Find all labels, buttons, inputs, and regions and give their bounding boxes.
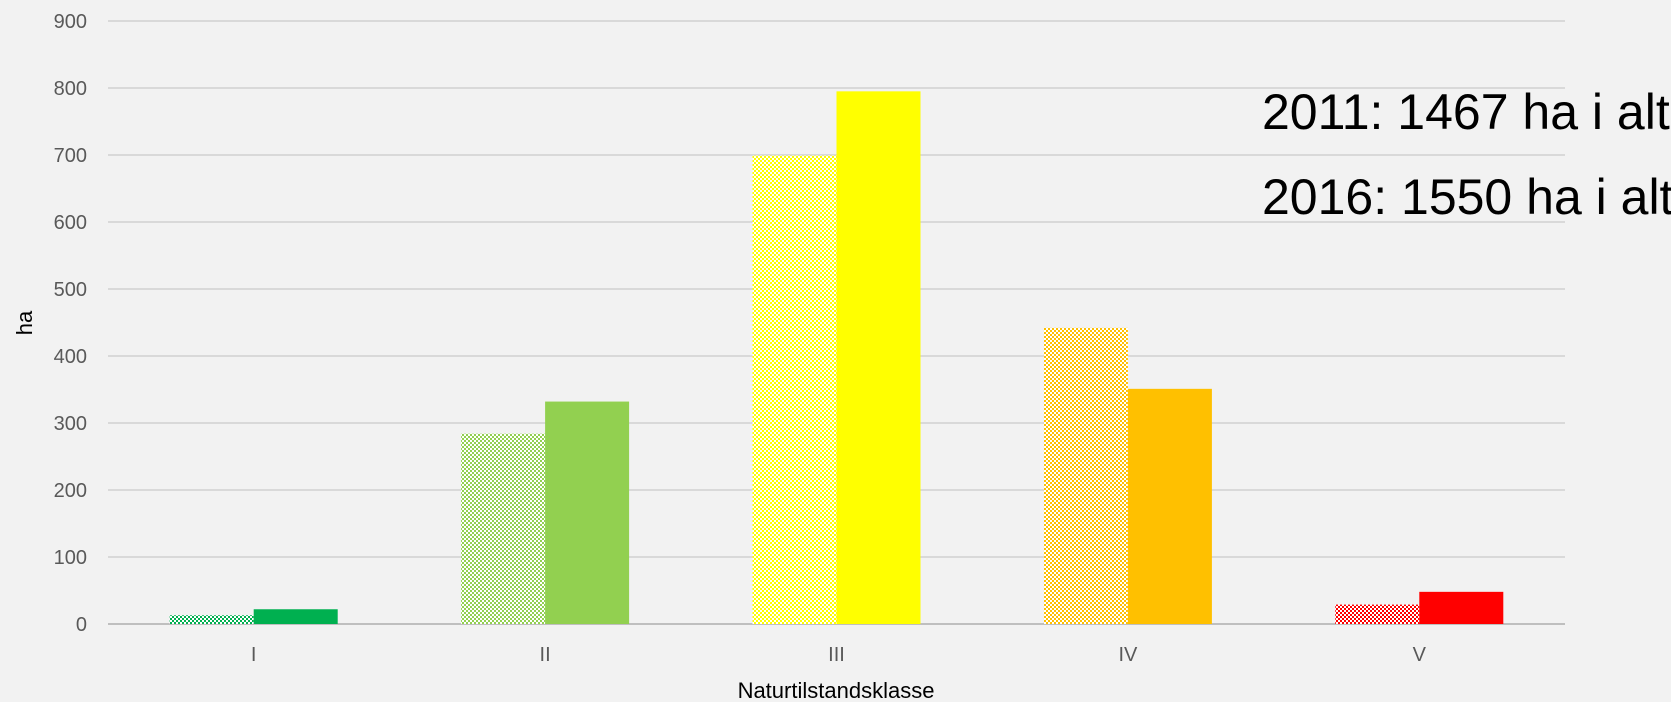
x-tick-label: I: [251, 644, 257, 666]
y-axis-ticks: 0 100 200 300 400 500 600 700 800 900: [54, 11, 87, 636]
y-tick-label: 300: [54, 413, 87, 435]
bar-III-2016: [836, 91, 921, 625]
y-tick-label: 600: [54, 212, 87, 234]
y-tick-label: 500: [54, 279, 87, 301]
bar-I-2016: [253, 609, 338, 624]
y-tick-label: 0: [76, 614, 87, 636]
y-tick-label: 800: [54, 78, 87, 100]
x-axis-title: Naturtilstandsklasse: [738, 678, 935, 702]
x-tick-label: II: [540, 644, 551, 666]
bar-II-2016: [545, 401, 630, 624]
bar-IV-2016: [1127, 388, 1212, 624]
y-tick-label: 400: [54, 346, 87, 368]
bar-I-2011: [169, 615, 254, 624]
bar-II-2011: [461, 433, 546, 624]
bar-V-2011: [1335, 604, 1420, 624]
bar-V-2016: [1419, 591, 1504, 624]
bars: [169, 91, 1504, 625]
total-annotation-2011: 2011: 1467 ha i alt: [1262, 84, 1670, 140]
x-tick-label: III: [828, 644, 845, 666]
bar-IV-2011: [1043, 327, 1128, 624]
total-annotation-2016: 2016: 1550 ha i alt: [1262, 169, 1671, 225]
y-tick-label: 100: [54, 547, 87, 569]
x-tick-label: V: [1413, 644, 1427, 666]
x-axis-ticks: I II III IV V: [251, 644, 1427, 666]
bar-III-2011: [752, 155, 837, 625]
y-tick-label: 700: [54, 145, 87, 167]
y-tick-label: 900: [54, 11, 87, 33]
y-tick-label: 200: [54, 480, 87, 502]
y-axis-title: ha: [12, 310, 37, 335]
x-tick-label: IV: [1118, 644, 1138, 666]
